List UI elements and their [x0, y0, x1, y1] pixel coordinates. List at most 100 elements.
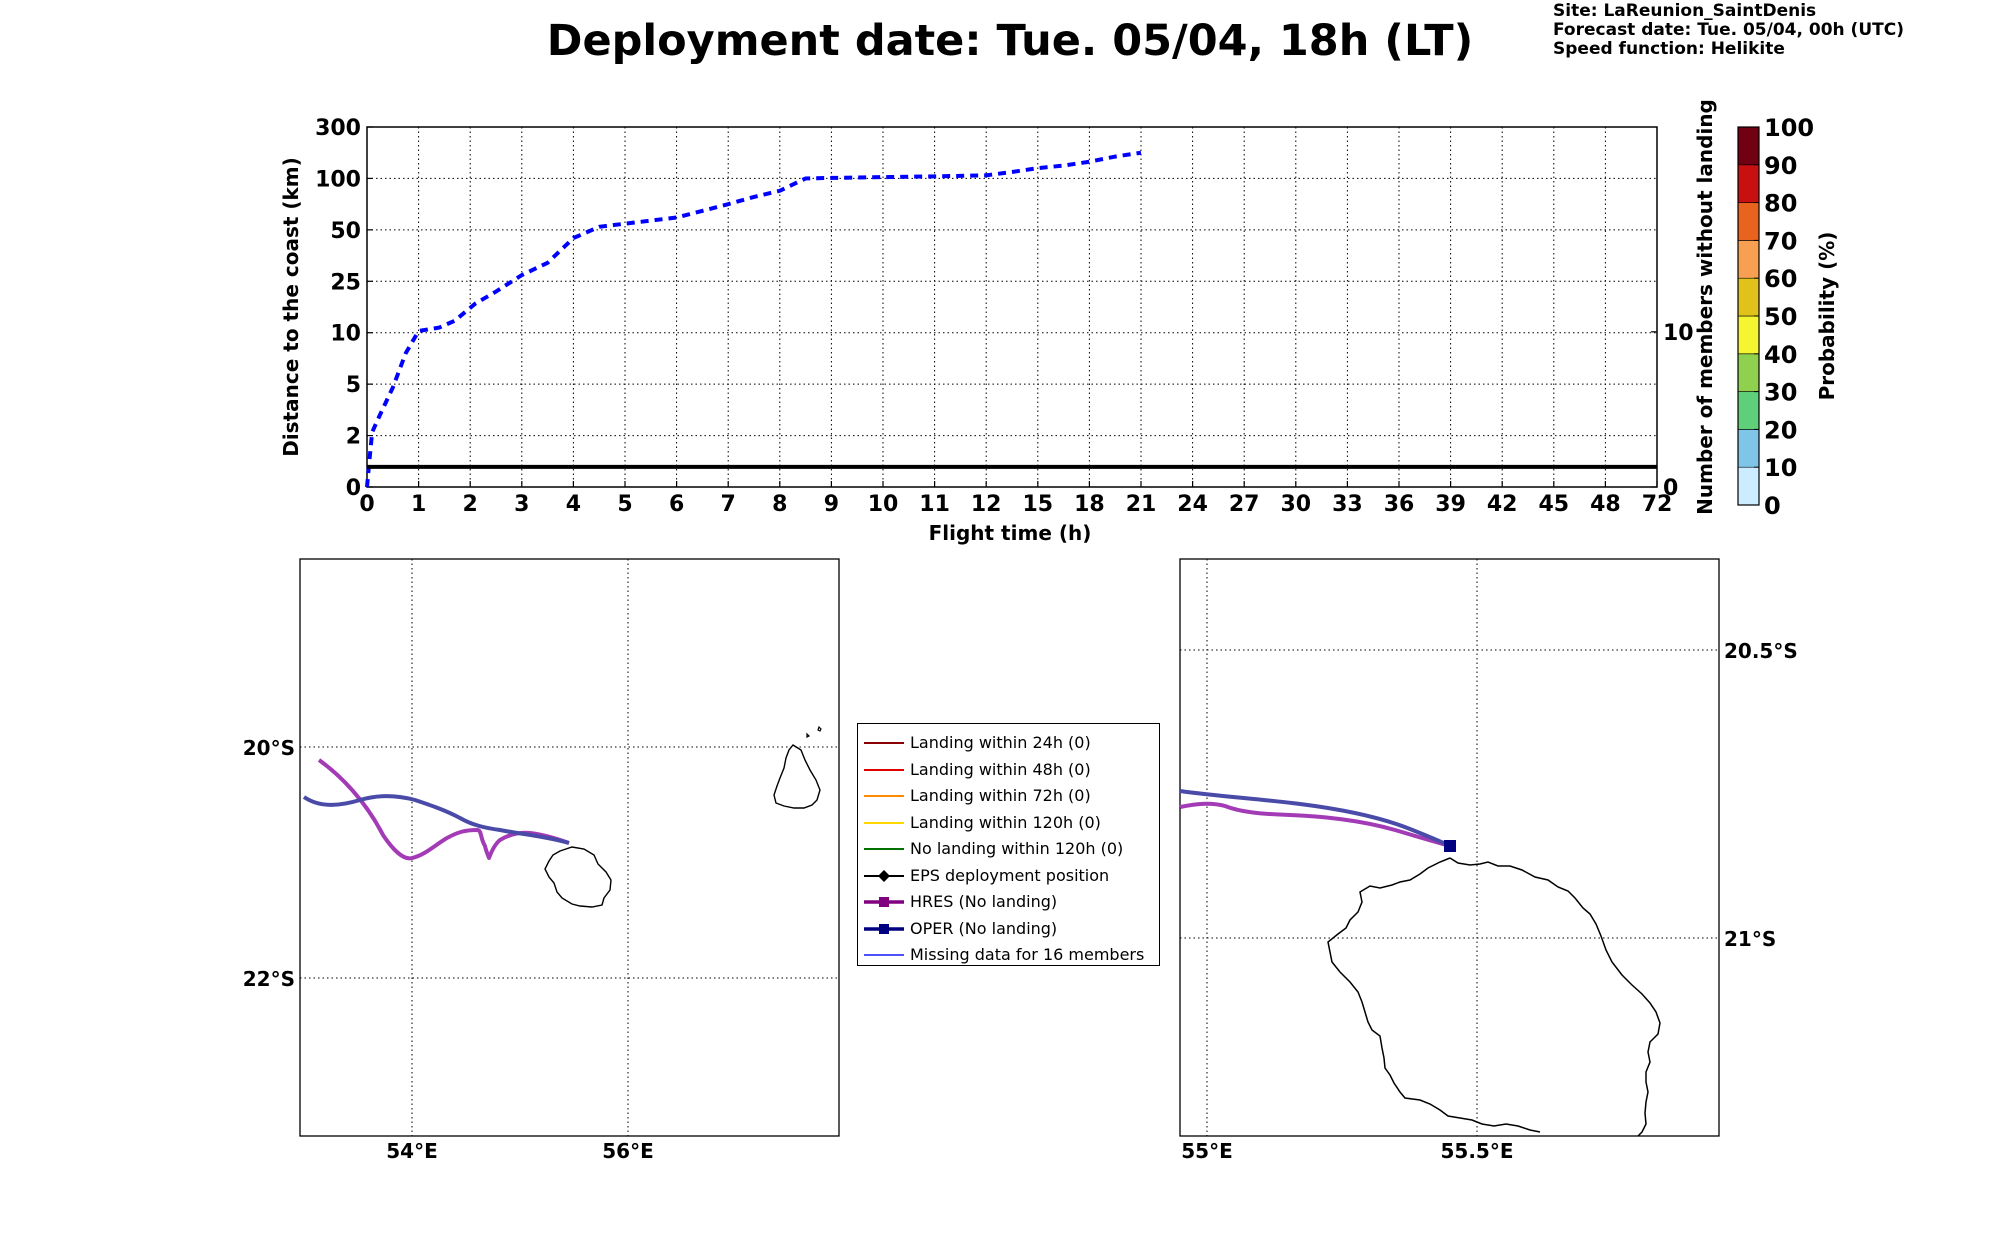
map-left-lon-54e: 54°E: [386, 1139, 438, 1163]
y2-axis-label: Number of members without landing: [1693, 99, 1717, 515]
colorbar-tick-label: 70: [1764, 227, 1797, 255]
legend-label: HRES (No landing): [910, 892, 1058, 911]
colorbar-tick-label: 90: [1764, 152, 1797, 180]
colorbar-tick-label: 80: [1764, 190, 1797, 218]
legend-swatch: [864, 869, 904, 882]
x-tick-label: 6: [669, 492, 684, 517]
info-block: Site: LaReunion_SaintDenis Forecast date…: [1553, 2, 1904, 59]
x-tick-label: 4: [566, 492, 581, 517]
speed-label: Speed function: Helikite: [1553, 39, 1785, 59]
colorbar-cell: [1737, 429, 1760, 468]
colorbar-cell: [1737, 391, 1760, 430]
x-tick-label: 48: [1590, 492, 1621, 517]
legend-item: Landing within 48h (0): [858, 757, 1158, 783]
legend-label: Landing within 24h (0): [910, 733, 1091, 752]
legend-swatch: [864, 768, 904, 771]
legend-label: OPER (No landing): [910, 918, 1058, 938]
legend-label: Landing within 120h (0): [910, 812, 1101, 832]
colorbar-cell: [1737, 240, 1760, 279]
legend-swatch: [864, 923, 904, 934]
legend-item: HRES (No landing): [858, 889, 1158, 915]
x-tick-label: 3: [514, 492, 529, 517]
colorbar-cell: [1737, 466, 1760, 506]
map-left-oper-track: [302, 794, 570, 845]
islet-2: [806, 732, 811, 738]
legend-swatch: [864, 821, 904, 824]
x-tick-label: 11: [919, 492, 950, 517]
y2-tick-label: 0: [1663, 476, 1678, 501]
site-label: Site: LaReunion_SaintDenis: [1553, 1, 1817, 21]
legend-item: Missing data for 16 members: [858, 942, 1158, 968]
map-right-hres-track: [1179, 801, 1451, 848]
x-tick-label: 39: [1435, 492, 1466, 517]
colorbar-cell: [1737, 353, 1760, 392]
x-tick-label: 2: [463, 492, 478, 517]
x-tick-label: 9: [824, 492, 839, 517]
x-tick-label: 21: [1126, 492, 1157, 517]
islet-1: [817, 725, 822, 732]
colorbar-tick-label: 60: [1764, 265, 1797, 293]
chart-title: Deployment date: Tue. 05/04, 18h (LT): [546, 16, 1474, 66]
map-right-lat-205s: 20.5°S: [1724, 639, 1798, 663]
oper-deployment-marker: [1444, 840, 1456, 852]
x-tick-label: 7: [721, 492, 736, 517]
x-tick-label: 12: [971, 492, 1002, 517]
colorbar-tick-label: 0: [1764, 492, 1781, 520]
x-tick-label: 27: [1229, 492, 1260, 517]
legend-item: Landing within 72h (0): [858, 783, 1158, 809]
x-tick-label: 33: [1332, 492, 1363, 517]
probability-colorbar: 0 10 20 30 40 50 60 70 80 90 100 Probability (%): [1737, 114, 1839, 520]
legend-label: Missing data for 16 members: [910, 945, 1145, 964]
plot-frame: [366, 126, 1658, 488]
map-left: 20°S 22°S 54°E 56°E: [243, 558, 840, 1163]
colorbar-cell: [1737, 277, 1760, 317]
x-tick-label: 42: [1487, 492, 1518, 517]
x-axis-label: Flight time (h): [929, 521, 1092, 545]
colorbar-tick-label: 30: [1764, 379, 1797, 407]
reunion-coastline-zoom: [1327, 857, 1661, 1137]
map-right-lon-55e: 55°E: [1181, 1139, 1233, 1163]
colorbar-cell: [1737, 202, 1760, 241]
x-tick-label: 24: [1177, 492, 1208, 517]
colorbar-tick-label: 100: [1764, 114, 1814, 142]
y-tick-label: 0: [346, 476, 361, 501]
y-tick-label: 25: [330, 270, 361, 295]
x-tick-label: 0: [359, 492, 374, 517]
map-right: 20.5°S 21°S 55°E 55.5°E: [1179, 558, 1798, 1163]
x-tick-label: 72: [1642, 492, 1673, 517]
x-tick-label: 15: [1022, 492, 1053, 517]
x-tick-label: 5: [617, 492, 632, 517]
x-tick-label: 1: [411, 492, 426, 517]
legend-item: OPER (No landing): [858, 916, 1158, 942]
map-right-oper-track: [1179, 789, 1451, 848]
legend: Landing within 24h (0) Landing within 48h…: [857, 723, 1160, 966]
x-tick-label: 30: [1280, 492, 1311, 517]
legend-label: EPS deployment position: [910, 865, 1110, 885]
legend-swatch: [864, 954, 904, 956]
x-tick-label: 18: [1074, 492, 1105, 517]
y-tick-label: 100: [315, 167, 361, 192]
colorbar-tick-label: 20: [1764, 416, 1797, 444]
colorbar-tick-label: 10: [1764, 454, 1797, 482]
x-tick-label: 36: [1384, 492, 1415, 517]
map-left-lon-56e: 56°E: [602, 1139, 654, 1163]
y-axis-label: Distance to the coast (km): [279, 157, 303, 457]
legend-item: EPS deployment position: [858, 863, 1158, 889]
forecast-label: Forecast date: Tue. 05/04, 00h (UTC): [1553, 20, 1904, 40]
legend-item: Landing within 120h (0): [858, 810, 1158, 836]
y-tick-label: 50: [330, 219, 361, 244]
y2-tick-label: 10: [1663, 321, 1694, 346]
distance-chart: 0 1 2 3 4 5 6 7 8 9 10 11 12 15 18 21 24 27 30 33 36 39 42 45 48…: [279, 99, 1717, 545]
distance-series-line: [365, 150, 1142, 488]
x-tick-label: 8: [772, 492, 787, 517]
y-tick-label: 10: [330, 322, 361, 347]
y-tick-label: 300: [315, 116, 361, 141]
legend-swatch: [864, 742, 904, 744]
map-right-lat-21s: 21°S: [1724, 927, 1776, 951]
legend-item: No landing within 120h (0): [858, 836, 1158, 862]
legend-swatch: [864, 897, 904, 907]
legend-label: Landing within 48h (0): [910, 759, 1091, 779]
legend-item: Landing within 24h (0): [858, 730, 1158, 756]
x-tick-label: 45: [1538, 492, 1569, 517]
